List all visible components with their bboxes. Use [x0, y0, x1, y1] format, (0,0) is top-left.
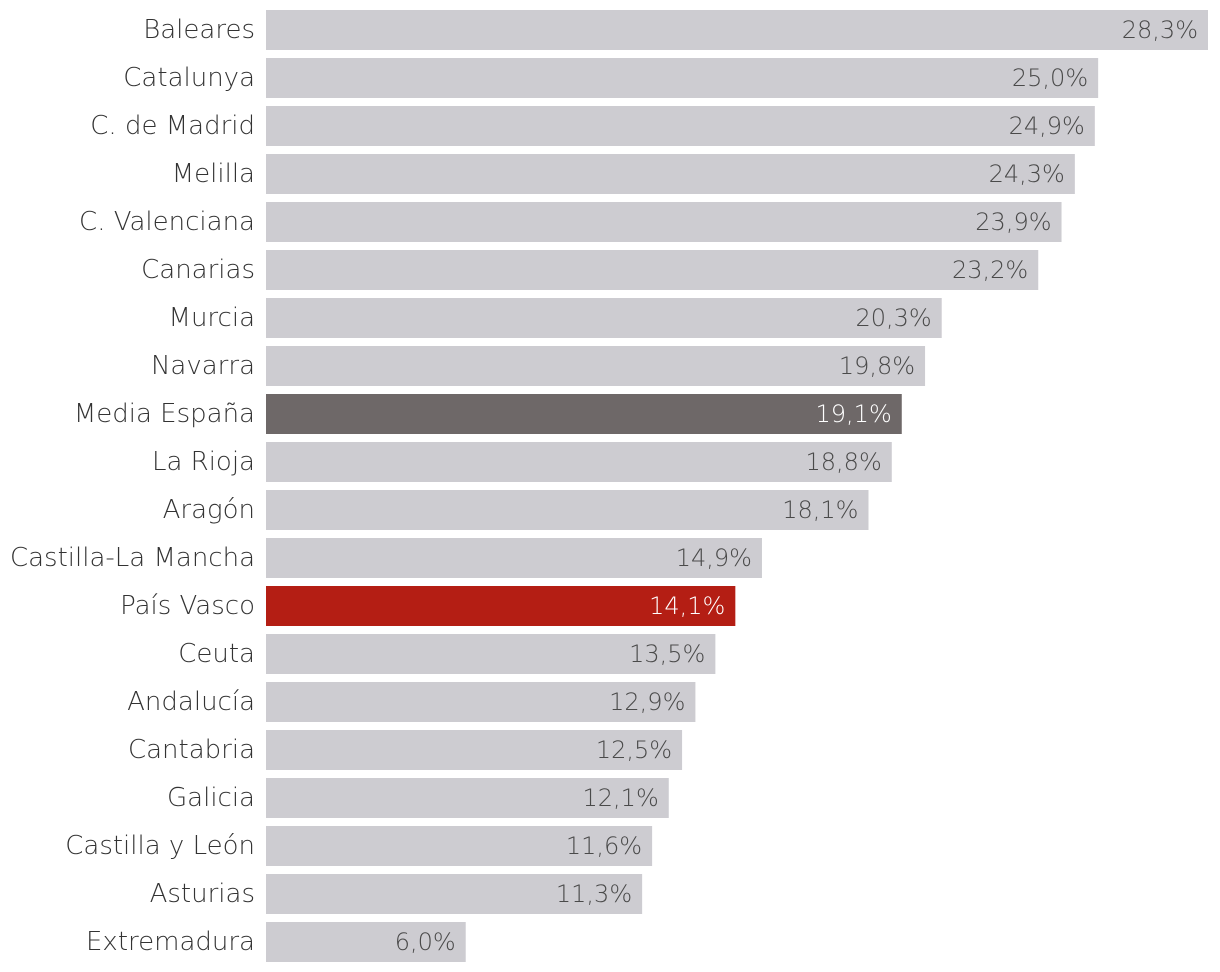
- value-label: 6,0%: [395, 928, 456, 956]
- value-label: 19,8%: [839, 352, 915, 380]
- bar-extremadura: [266, 922, 466, 962]
- category-label: Ceuta: [178, 639, 255, 669]
- bar-navarra: [266, 346, 926, 386]
- value-label: 28,3%: [1122, 16, 1198, 44]
- category-label: C. Valenciana: [79, 207, 255, 237]
- value-label: 18,8%: [806, 448, 882, 476]
- bar-asturias: [266, 874, 643, 914]
- category-label: Aragón: [163, 495, 255, 525]
- value-label: 24,3%: [989, 160, 1065, 188]
- value-label: 12,1%: [583, 784, 659, 812]
- bar-melilla: [266, 154, 1075, 194]
- bar-baleares: [266, 10, 1208, 50]
- value-label: 25,0%: [1012, 64, 1088, 92]
- value-label: 14,9%: [676, 544, 752, 572]
- category-label: Catalunya: [123, 63, 255, 93]
- value-label: 11,6%: [566, 832, 642, 860]
- bar-canarias: [266, 250, 1039, 290]
- value-label: 12,5%: [596, 736, 672, 764]
- category-label: Canarias: [141, 255, 255, 285]
- bar-castilla-la-mancha: [266, 538, 762, 578]
- category-label: Media España: [74, 399, 255, 429]
- category-label: Asturias: [150, 879, 255, 909]
- bar-murcia: [266, 298, 942, 338]
- value-label: 24,9%: [1009, 112, 1085, 140]
- category-label: Baleares: [143, 15, 255, 45]
- bar-media-españa: [266, 394, 902, 434]
- category-label: Galicia: [167, 783, 255, 813]
- category-label: La Rioja: [152, 447, 255, 477]
- value-label: 18,1%: [782, 496, 858, 524]
- bar-galicia: [266, 778, 669, 818]
- category-label: Extremadura: [86, 927, 255, 957]
- bar-catalunya: [266, 58, 1099, 98]
- category-labels: Baleares Catalunya C. de Madrid Melilla C. V…: [10, 15, 255, 957]
- bar-c-valenciana: [266, 202, 1062, 242]
- value-label: 23,2%: [952, 256, 1028, 284]
- category-label: C. de Madrid: [90, 111, 255, 141]
- category-label: Melilla: [172, 159, 255, 189]
- value-label: 11,3%: [556, 880, 632, 908]
- bar-la-rioja: [266, 442, 892, 482]
- value-label: 19,1%: [816, 400, 892, 428]
- value-label: 20,3%: [855, 304, 931, 332]
- category-label: Andalucía: [127, 687, 255, 717]
- category-label: Murcia: [169, 303, 255, 333]
- category-label: Cantabria: [128, 735, 255, 765]
- bar-aragón: [266, 490, 869, 530]
- bar-cantabria: [266, 730, 683, 770]
- value-label: 23,9%: [975, 208, 1051, 236]
- bar-c-de-madrid: [266, 106, 1095, 146]
- value-label: 13,5%: [629, 640, 705, 668]
- bar-andalucía: [266, 682, 696, 722]
- bars-layer: [266, 10, 1208, 962]
- value-label: 14,1%: [649, 592, 725, 620]
- category-label: País Vasco: [120, 591, 255, 621]
- bar-país-vasco: [266, 586, 736, 626]
- value-label: 12,9%: [609, 688, 685, 716]
- value-labels: 28,3% 25,0% 24,9% 24,3% 23,9% 23,2% 20,3% 19,8%…: [395, 16, 1198, 956]
- bar-ceuta: [266, 634, 716, 674]
- category-label: Castilla-La Mancha: [10, 543, 255, 573]
- category-label: Navarra: [151, 351, 255, 381]
- bar-castilla-y-león: [266, 826, 653, 866]
- category-label: Castilla y León: [65, 831, 255, 861]
